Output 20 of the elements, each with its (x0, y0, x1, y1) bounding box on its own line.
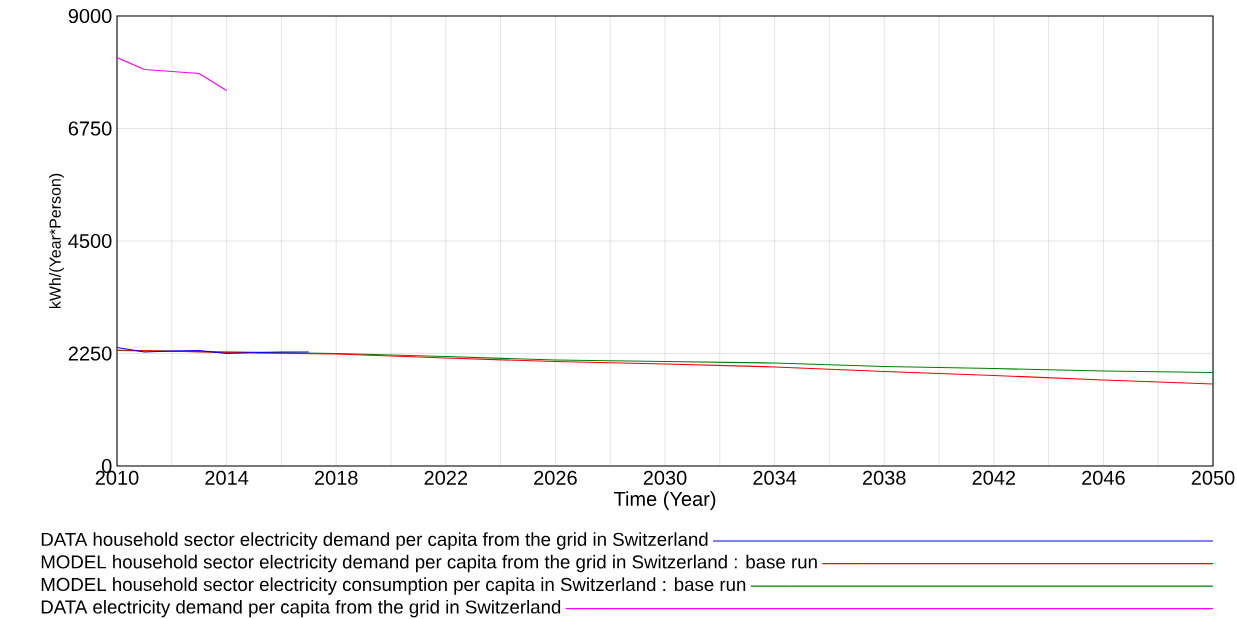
x-axis-title: Time (Year) (613, 491, 716, 510)
x-tick-label: 2022 (424, 470, 468, 485)
legend-label: DATA electricity demand per capita from the grid in Switzerland (41, 599, 561, 618)
x-tick-label: 2046 (1082, 470, 1125, 485)
y-axis-title: kWh/(Year*Person) (49, 173, 64, 309)
y-tick-label: 4500 (68, 233, 112, 249)
y-tick-label: 2250 (68, 346, 112, 361)
x-tick-label: 2014 (205, 470, 249, 485)
x-tick-label: 2018 (314, 470, 358, 485)
x-tick-label: 2038 (862, 470, 906, 485)
x-tick-label: 2050 (1191, 470, 1235, 485)
y-tick-label: 6750 (68, 121, 112, 136)
legend-label: DATA household sector electricity demand per capita from the grid in Switzerland (41, 532, 708, 550)
x-tick-label: 2030 (643, 470, 687, 485)
y-tick-label: 9000 (68, 8, 112, 24)
legend-label: MODEL household sector electricity consumption per capita in Switzerland : base run (41, 577, 746, 595)
legend-label: MODEL household sector electricity demand per capita from the grid in Switzerland : base run (41, 554, 817, 573)
x-tick-label: 2042 (972, 470, 1016, 485)
x-tick-label: 2034 (753, 470, 797, 485)
x-tick-label: 2026 (534, 470, 577, 485)
